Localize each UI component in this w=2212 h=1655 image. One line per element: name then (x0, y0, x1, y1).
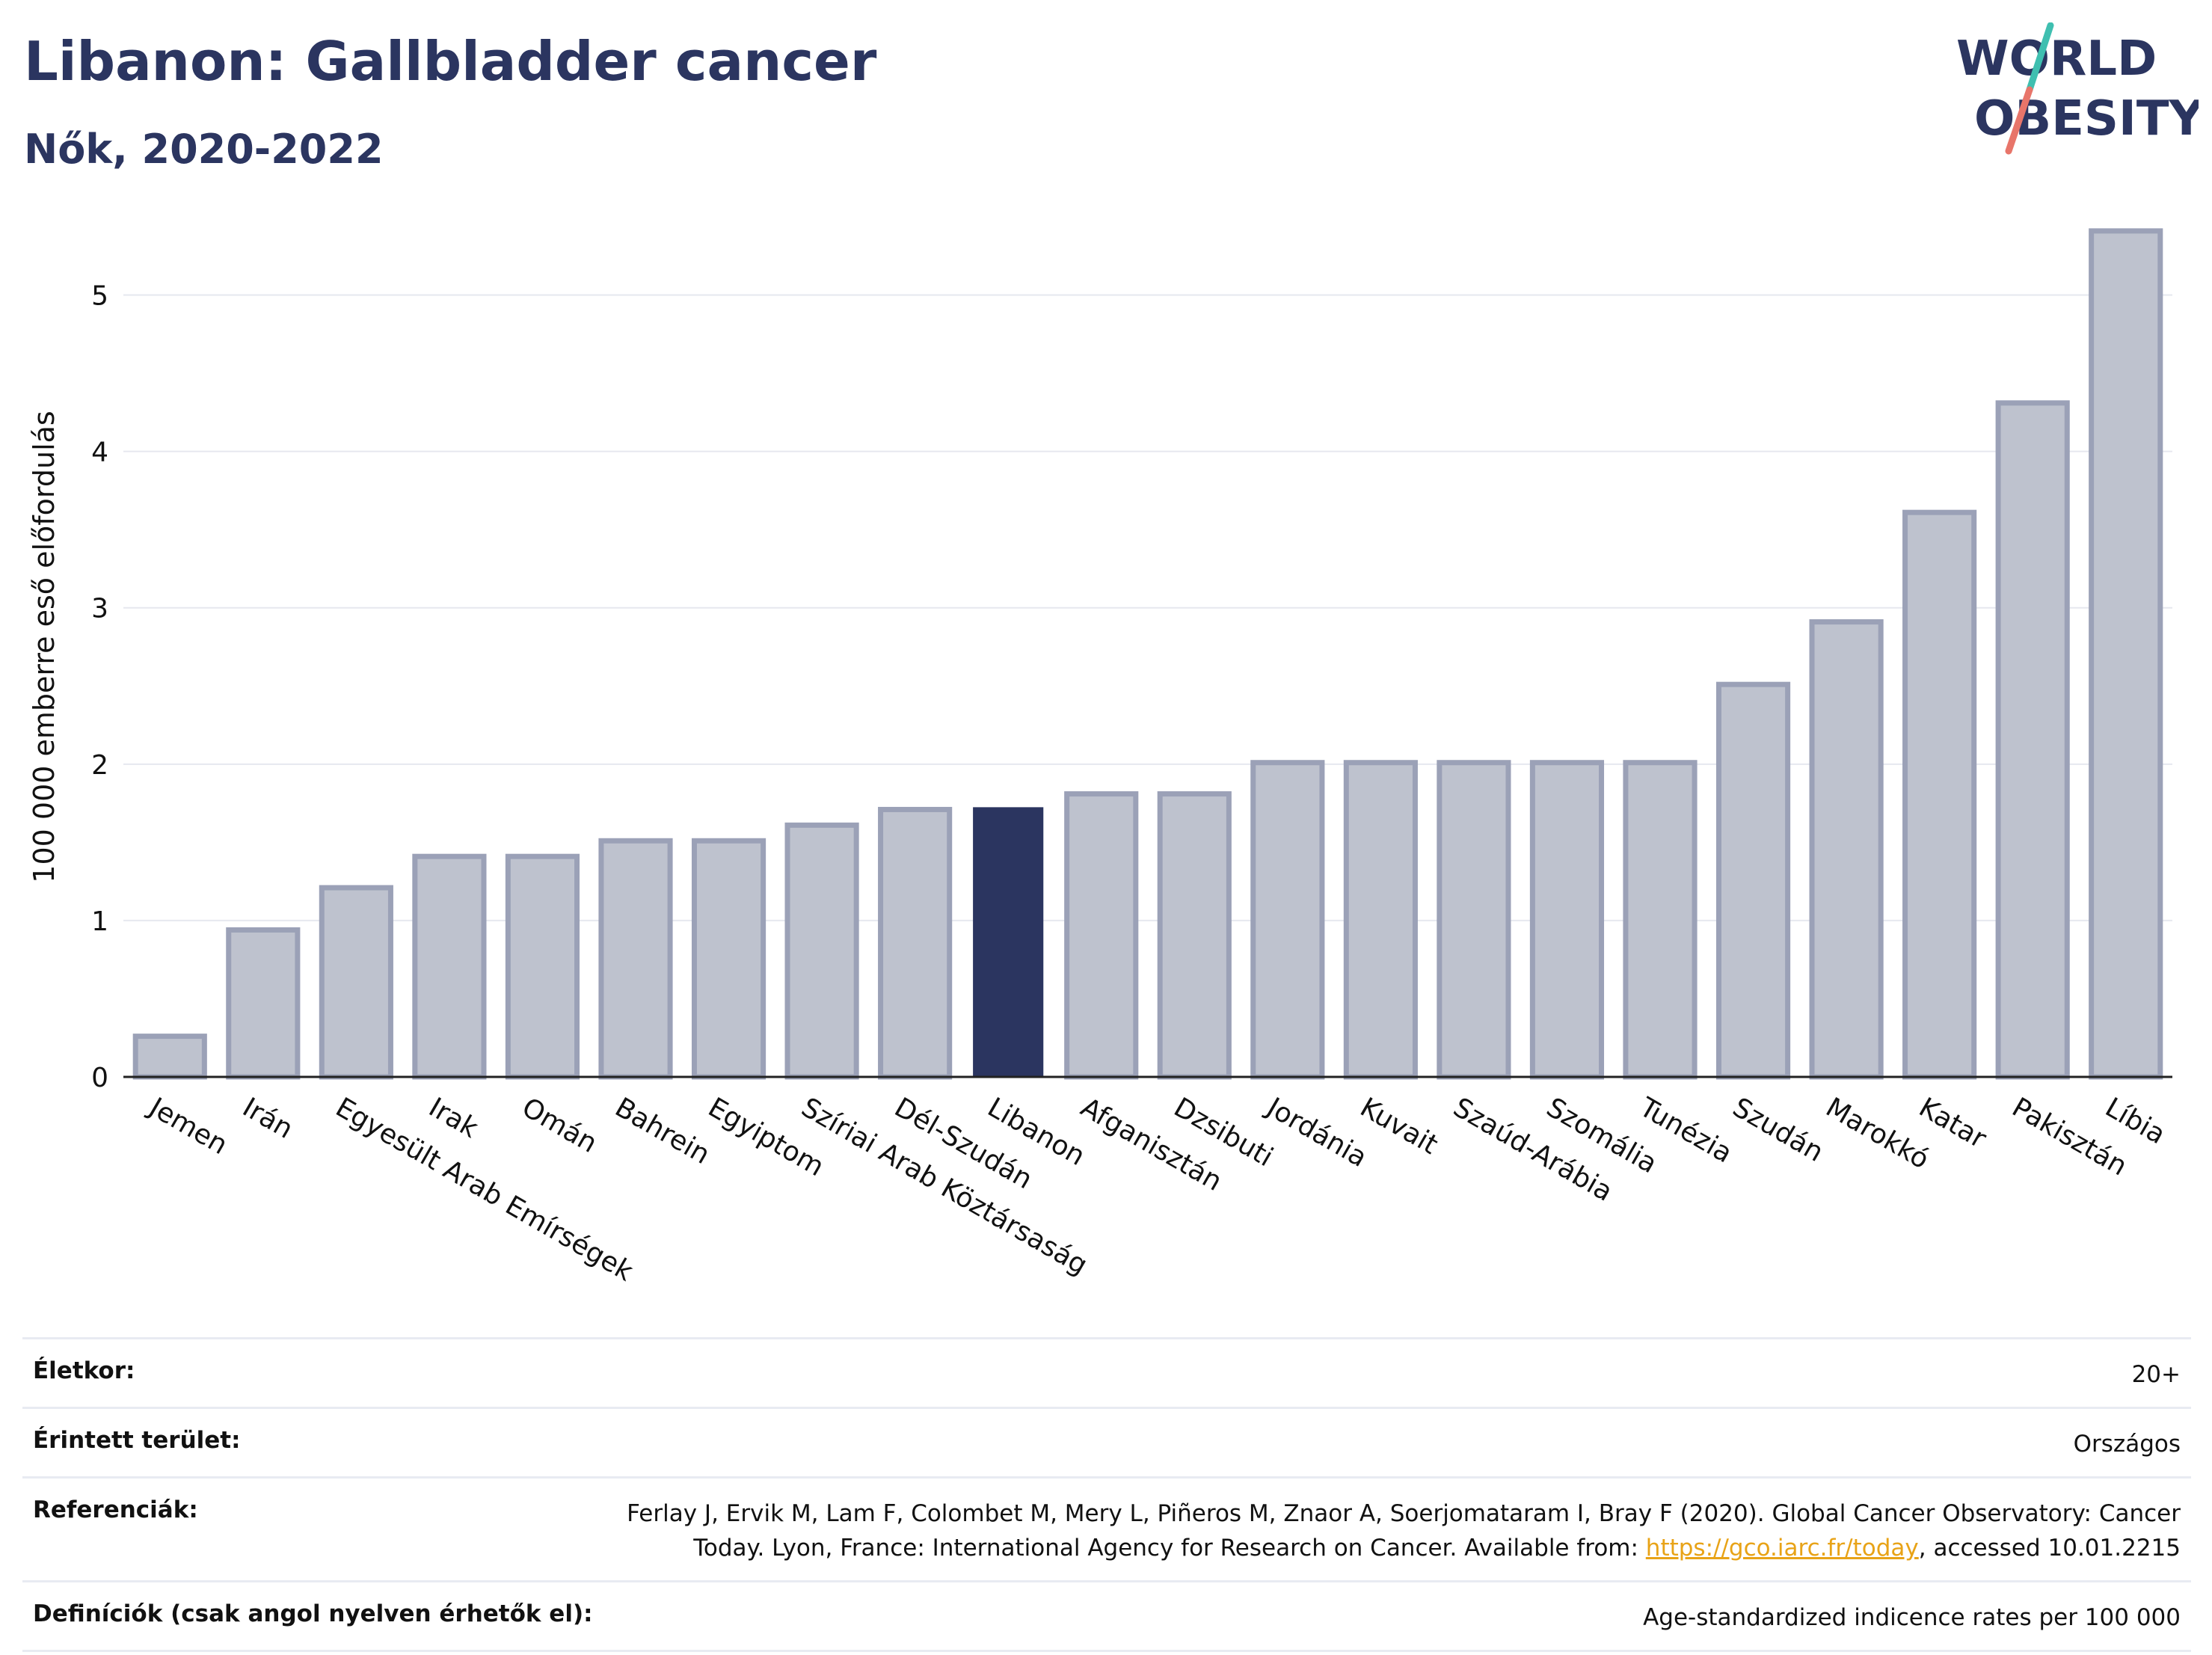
info-value-age: 20+ (603, 1337, 2191, 1408)
x-tick-label: Líbia (2100, 1092, 2170, 1150)
info-row-age: Életkor: 20+ (22, 1337, 2191, 1408)
bar-chart: 0 1 2 3 4 5 Jemen Irán Egyesült Arab EmírségekI… (28, 228, 2172, 1288)
bar-jordánia (1250, 760, 1325, 1080)
y-tick-label: 5 (91, 281, 108, 312)
info-table: Életkor: 20+ Érintett terület: Országos … (22, 1337, 2191, 1652)
x-tick-label: Irak (423, 1092, 483, 1144)
x-tick-label: Szudán (1727, 1092, 1828, 1168)
logo-text-world: WORLD (1956, 31, 2157, 87)
info-row-definitions: Definíciók (csak angol nyelven érhetők e… (22, 1580, 2191, 1652)
x-tick-label: Marokkó (1821, 1092, 1935, 1175)
reference-accessed: , accessed 10.01.2215 (1918, 1535, 2181, 1562)
logo-slash-coral (2005, 86, 2033, 155)
bar-marokkó (1809, 619, 1884, 1080)
bar-irán (226, 927, 301, 1080)
info-key-references: Referenciák: (22, 1476, 603, 1582)
world-obesity-logo: WORLD OBESITY (1956, 22, 2199, 155)
reference-text: Ferlay J, Ervik M, Lam F, Colombet M, Me… (627, 1500, 2181, 1562)
bar-katar (1902, 509, 1977, 1080)
bars-layer (132, 228, 2163, 1080)
page-title: Libanon: Gallbladder cancer (24, 30, 877, 93)
bar-líbia (2089, 228, 2163, 1080)
bar-jemen (132, 1034, 207, 1080)
bar-pakisztán (1995, 400, 2070, 1080)
bar-afganisztán (1064, 791, 1139, 1080)
info-key-area: Érintett terület: (22, 1407, 603, 1478)
y-tick-label: 1 (91, 906, 108, 937)
bar-egyiptom (691, 838, 766, 1080)
info-row-area: Érintett terület: Országos (22, 1407, 2191, 1478)
x-tick-label: Szaúd-Arábia (1448, 1092, 1617, 1208)
x-tick-label: Egyesült Arab Emírségek (331, 1092, 639, 1287)
bar-szomália (1529, 760, 1605, 1080)
bar-omán (505, 853, 580, 1080)
info-key-age: Életkor: (22, 1337, 603, 1408)
info-row-references: Referenciák: Ferlay J, Ervik M, Lam F, C… (22, 1476, 2191, 1582)
x-tick-label: Jordánia (1261, 1091, 1372, 1173)
reference-link[interactable]: https://gco.iarc.fr/today (1645, 1535, 1919, 1562)
info-value-definitions: Age-standardized indicence rates per 100… (603, 1580, 2191, 1652)
y-tick-label: 0 (91, 1063, 108, 1093)
x-tick-label: Irán (237, 1092, 298, 1145)
y-axis-title: 100 000 emberre eső előfordulás (28, 411, 61, 882)
y-tick-label: 3 (91, 594, 108, 624)
bar-szudán (1715, 681, 1791, 1080)
info-value-references: Ferlay J, Ervik M, Lam F, Colombet M, Me… (603, 1476, 2191, 1582)
y-tick-label: 4 (91, 437, 108, 468)
info-value-area: Országos (603, 1407, 2191, 1478)
bar-dél-szudán (878, 806, 953, 1080)
bar-tunézia (1623, 760, 1698, 1080)
page-subtitle: Nők, 2020-2022 (24, 126, 384, 173)
bar-bahrein (598, 838, 673, 1080)
bar-irak (412, 853, 487, 1080)
bar-szaúd-arábia (1437, 760, 1511, 1080)
bar-dzsibuti (1157, 791, 1232, 1080)
bar-egyesült-arab-emírségek (319, 885, 393, 1080)
y-tick-labels: 0 1 2 3 4 5 (91, 281, 108, 1093)
info-key-definitions: Definíciók (csak angol nyelven érhetők e… (22, 1580, 603, 1652)
bar-libanon (973, 807, 1044, 1078)
bar-szíriai-arab-köztársaság (784, 822, 859, 1080)
bar-kuvait (1343, 760, 1418, 1080)
x-tick-label: Jemen (143, 1091, 233, 1161)
x-tick-label: Bahrein (610, 1092, 715, 1170)
x-tick-label: Omán (517, 1092, 602, 1159)
logo-slash-teal (2026, 22, 2054, 93)
y-tick-label: 2 (91, 750, 108, 781)
